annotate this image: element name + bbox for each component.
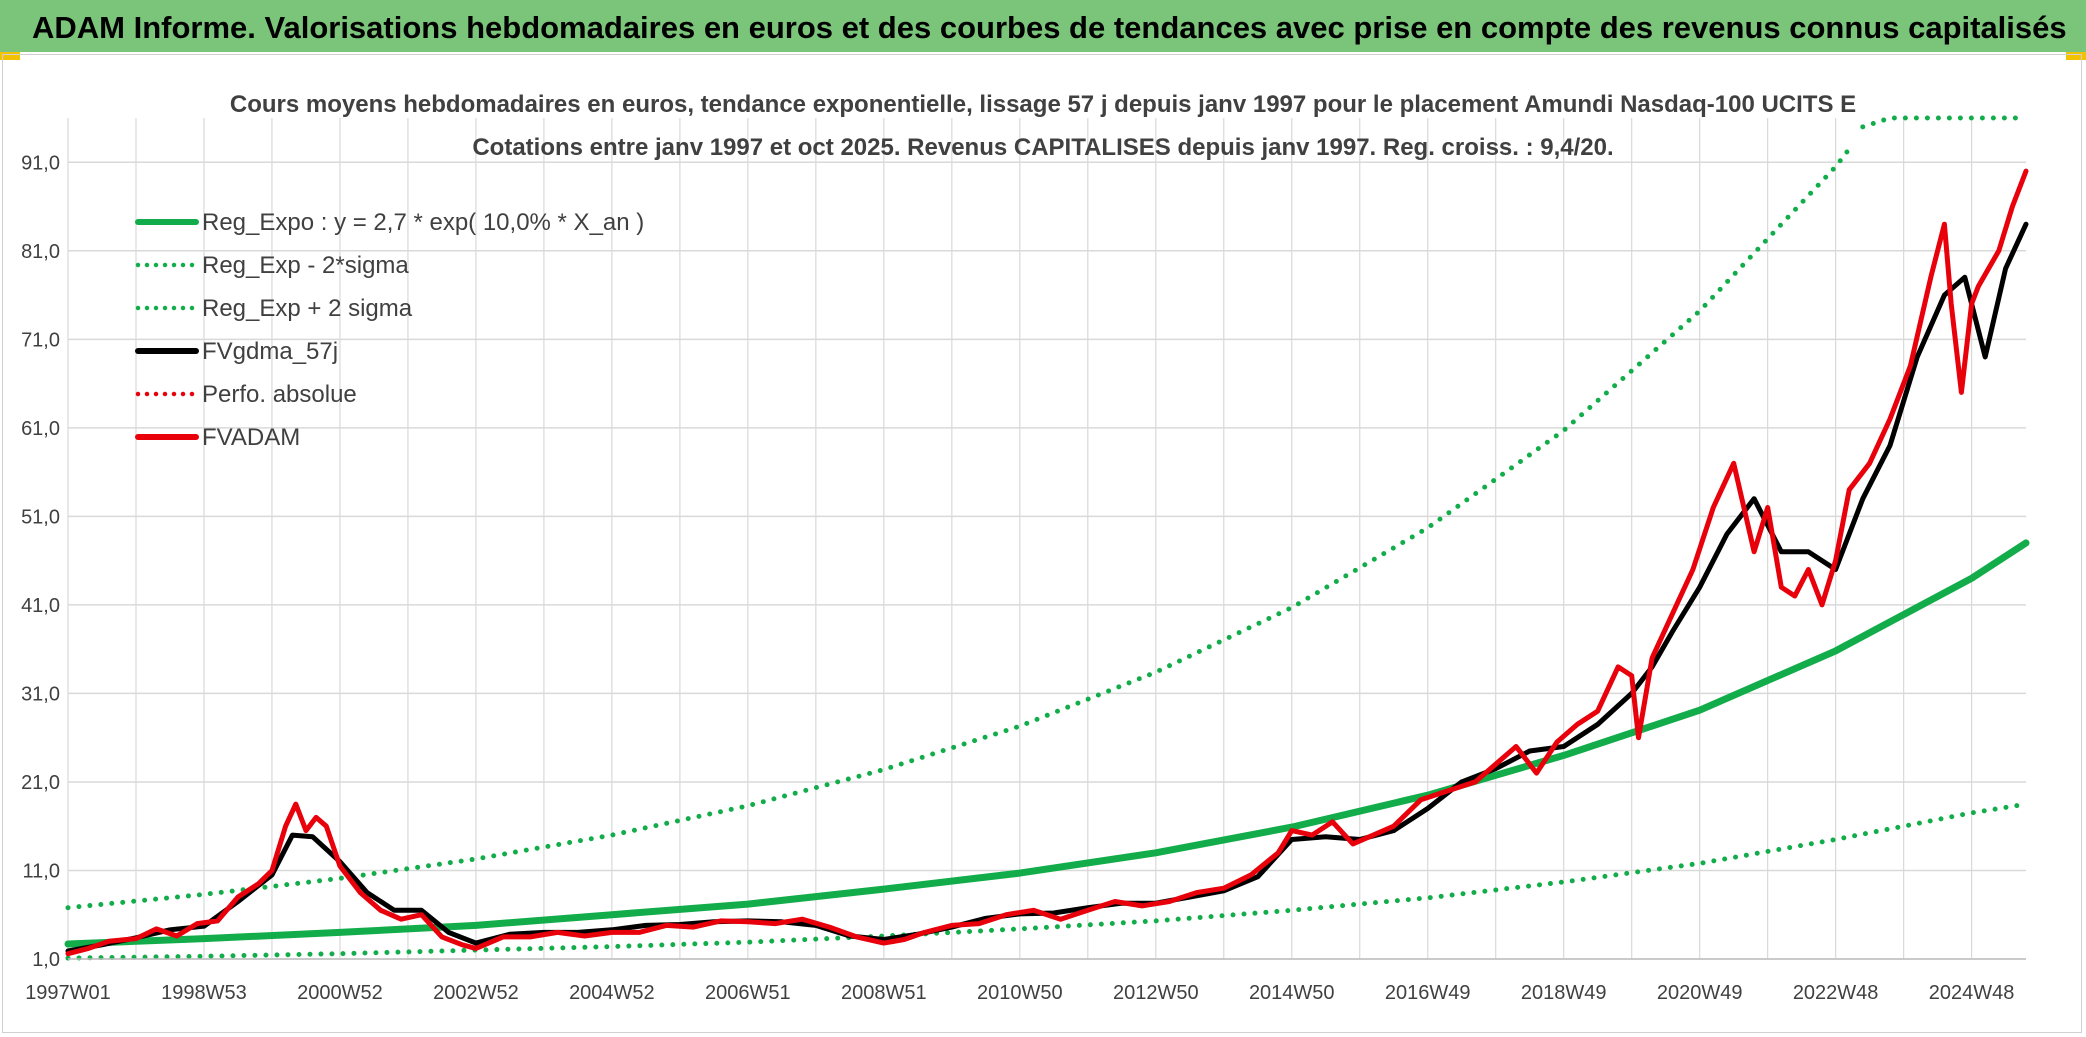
x-tick-label: 2012W50 (1113, 982, 1199, 1004)
legend-label: Reg_Expo : y = 2,7 * exp( 10,0% * X_an ) (202, 209, 644, 236)
corner-accent-left (0, 52, 20, 60)
x-tick-label: 1998W53 (161, 982, 247, 1004)
legend-label: FVADAM (202, 424, 300, 451)
x-tick-label: 2022W48 (1793, 982, 1879, 1004)
report-banner: ADAM Informe. Valorisations hebdomadaire… (0, 0, 2086, 52)
x-tick-label: 2008W51 (841, 982, 927, 1004)
y-tick-label: 41,0 (21, 595, 60, 617)
corner-accent-right (2066, 52, 2086, 60)
series-line-reg-expo (64, 539, 2030, 948)
y-tick-label: 71,0 (21, 329, 60, 351)
y-tick-label: 91,0 (21, 152, 60, 174)
x-tick-label: 2020W49 (1657, 982, 1743, 1004)
axes: 1,0 11,0 21,0 31,0 41,0 51,0 61,0 71,0 81,0 91,0 1… (21, 152, 2026, 1004)
x-tick-label: 2010W50 (977, 982, 1063, 1004)
y-tick-label: 1,0 (32, 949, 60, 971)
y-tick-label: 21,0 (21, 772, 60, 794)
series-line-fvgdma-57j (65, 221, 2029, 954)
legend-label: Reg_Exp - 2*sigma (202, 252, 409, 279)
chart-frame (2, 54, 2082, 1033)
y-tick-label: 11,0 (23, 860, 60, 882)
x-tick-label: 2016W49 (1385, 982, 1471, 1004)
x-tick-label: 1997W01 (25, 982, 111, 1004)
y-tick-label: 31,0 (21, 683, 60, 705)
y-tick-label: 81,0 (21, 241, 60, 263)
x-tick-label: 2002W52 (433, 982, 519, 1004)
report-title: ADAM Informe. Valorisations hebdomadaire… (32, 10, 2067, 45)
series-line-fvadam (65, 168, 2029, 957)
x-tick-label: 2000W52 (297, 982, 383, 1004)
series-line-reg-exp-2-sigma (65, 146, 1852, 911)
legend-label: Perfo. absolue (202, 381, 357, 408)
x-tick-label: 2024W48 (1929, 982, 2015, 1004)
x-tick-label: 2004W52 (569, 982, 655, 1004)
chart-subtitle: Cotations entre janv 1997 et oct 2025. R… (472, 134, 1613, 161)
series-line-reg-exp-2-sigma-plafond- (1860, 115, 2029, 130)
legend-label: FVgdma_57j (202, 338, 338, 365)
x-tick-label: 2014W50 (1249, 982, 1335, 1004)
chart-title: Cours moyens hebdomadaires en euros, ten… (230, 91, 1856, 118)
legend-label: Reg_Exp + 2 sigma (202, 295, 413, 322)
series-layer (64, 115, 2030, 961)
legend: Reg_Expo : y = 2,7 * exp( 10,0% * X_an )… (135, 209, 644, 451)
x-tick-label: 2006W51 (705, 982, 791, 1004)
x-tick-label: 2018W49 (1521, 982, 1607, 1004)
series-line-reg-exp-2-sigma (65, 801, 2029, 961)
y-tick-label: 61,0 (21, 418, 60, 440)
y-tick-label: 51,0 (21, 506, 60, 528)
gridlines (67, 118, 2026, 960)
